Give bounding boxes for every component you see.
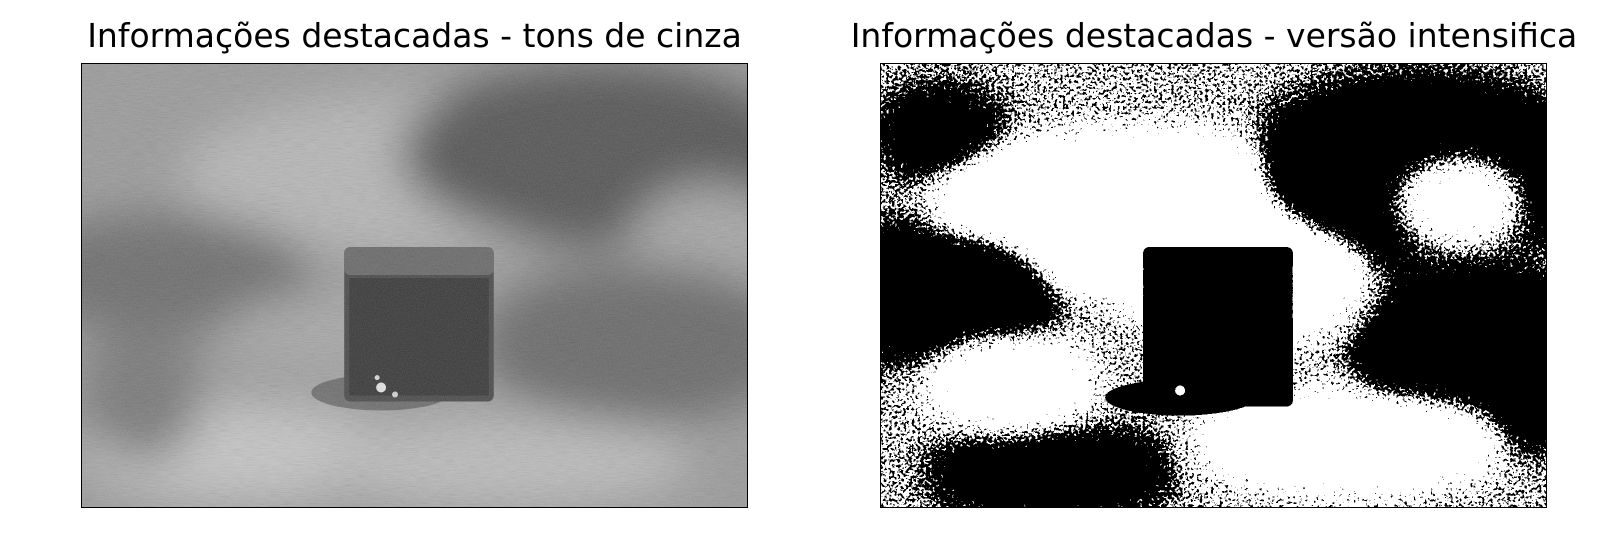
binary-image — [880, 63, 1547, 508]
grayscale-image-graphic — [82, 64, 747, 507]
grayscale-image — [81, 63, 748, 508]
binary-image-graphic — [881, 64, 1546, 507]
grayscale-panel-title: Informações destacadas - tons de cinza — [87, 16, 742, 55]
binary-panel-title: Informações destacadas - versão intensif… — [850, 16, 1578, 55]
